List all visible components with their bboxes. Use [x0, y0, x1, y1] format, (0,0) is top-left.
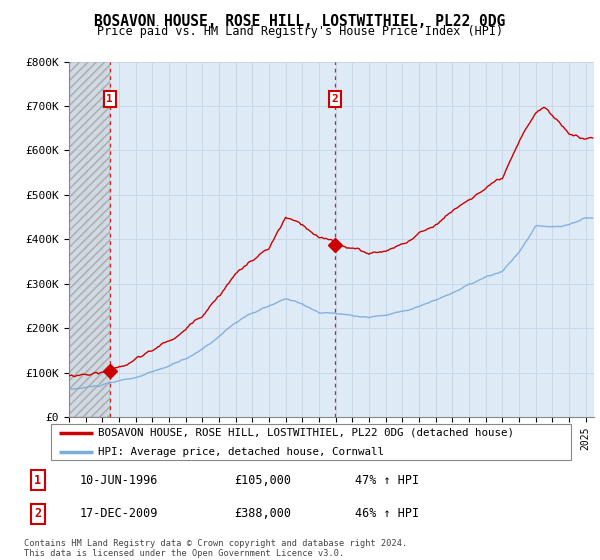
Bar [69, 62, 110, 417]
FancyBboxPatch shape [50, 424, 571, 460]
Text: Price paid vs. HM Land Registry's House Price Index (HPI): Price paid vs. HM Land Registry's House … [97, 25, 503, 38]
Text: £388,000: £388,000 [234, 507, 291, 520]
Text: 46% ↑ HPI: 46% ↑ HPI [355, 507, 419, 520]
Text: 47% ↑ HPI: 47% ↑ HPI [355, 474, 419, 487]
Text: 1: 1 [106, 94, 113, 104]
Text: 2: 2 [34, 507, 41, 520]
Text: BOSAVON HOUSE, ROSE HILL, LOSTWITHIEL, PL22 0DG: BOSAVON HOUSE, ROSE HILL, LOSTWITHIEL, P… [94, 14, 506, 29]
Text: Contains HM Land Registry data © Crown copyright and database right 2024.
This d: Contains HM Land Registry data © Crown c… [24, 539, 407, 558]
Text: 1: 1 [34, 474, 41, 487]
Text: HPI: Average price, detached house, Cornwall: HPI: Average price, detached house, Corn… [98, 447, 384, 457]
Bar [69, 62, 110, 417]
Text: 17-DEC-2009: 17-DEC-2009 [79, 507, 158, 520]
Text: £105,000: £105,000 [234, 474, 291, 487]
Text: BOSAVON HOUSE, ROSE HILL, LOSTWITHIEL, PL22 0DG (detached house): BOSAVON HOUSE, ROSE HILL, LOSTWITHIEL, P… [98, 428, 514, 438]
Text: 2: 2 [332, 94, 338, 104]
Text: 10-JUN-1996: 10-JUN-1996 [79, 474, 158, 487]
